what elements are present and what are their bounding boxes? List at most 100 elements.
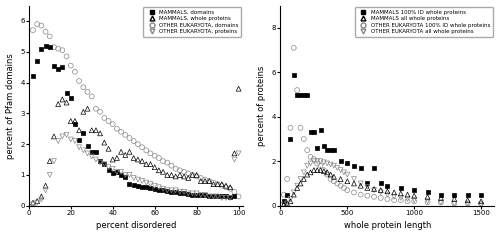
Point — [293, 186, 301, 190]
Point — [370, 187, 378, 191]
Point — [226, 185, 234, 189]
Point — [464, 198, 471, 202]
Point — [172, 175, 179, 178]
Point — [113, 170, 121, 174]
Point — [108, 172, 116, 175]
Point — [397, 196, 405, 200]
Point — [424, 190, 432, 194]
Point — [164, 189, 172, 193]
Point — [477, 199, 485, 203]
Point — [75, 145, 83, 149]
Legend: MAMMALS, domains, MAMMALS, whole proteins, OTHER EUKARYOTA, domains, OTHER EUKAR: MAMMALS, domains, MAMMALS, whole protein… — [144, 7, 241, 37]
Point — [296, 126, 304, 130]
Point — [176, 190, 184, 194]
Point — [218, 196, 226, 200]
Point — [50, 64, 58, 67]
Point — [155, 185, 163, 189]
Point — [296, 93, 304, 97]
Point — [54, 47, 62, 51]
Point — [214, 182, 222, 186]
Point — [450, 202, 458, 205]
Point — [122, 153, 130, 157]
Point — [306, 155, 314, 159]
Point — [42, 184, 50, 188]
Point — [62, 55, 70, 58]
Point — [370, 195, 378, 199]
Point — [316, 159, 324, 163]
Point — [296, 177, 304, 181]
Point — [303, 173, 311, 177]
Point — [33, 22, 41, 26]
Point — [384, 184, 392, 188]
Point — [130, 139, 138, 143]
Point — [113, 170, 121, 174]
Point — [450, 193, 458, 197]
Point — [104, 147, 112, 151]
Point — [33, 59, 41, 63]
Point — [201, 193, 209, 197]
Point — [159, 187, 167, 191]
Point — [168, 190, 175, 194]
Point — [316, 128, 324, 132]
Point — [303, 93, 311, 97]
Point — [92, 158, 100, 161]
Point — [218, 195, 226, 198]
Point — [117, 170, 125, 174]
Point — [286, 199, 294, 203]
Y-axis label: percent of proteins: percent of proteins — [257, 65, 266, 146]
X-axis label: percent disordered: percent disordered — [96, 221, 176, 230]
Point — [290, 190, 298, 194]
Point — [38, 47, 46, 51]
Point — [88, 128, 96, 132]
Point — [54, 139, 62, 143]
Point — [172, 188, 179, 192]
Point — [356, 193, 364, 197]
Point — [96, 161, 104, 164]
Point — [88, 155, 96, 158]
Point — [326, 163, 334, 166]
Point — [184, 192, 192, 195]
Point — [46, 159, 54, 163]
Point — [300, 93, 308, 97]
Point — [62, 91, 70, 95]
Point — [192, 192, 200, 195]
Point — [222, 184, 230, 188]
Point — [168, 173, 175, 177]
Point — [146, 162, 154, 166]
Point — [306, 162, 314, 165]
Point — [164, 188, 172, 192]
Point — [280, 193, 288, 197]
Point — [210, 182, 218, 186]
Point — [29, 201, 37, 205]
Point — [108, 158, 116, 161]
Point — [150, 154, 158, 158]
Point — [404, 197, 411, 201]
Point — [234, 195, 242, 198]
Point — [296, 181, 304, 185]
Point — [197, 193, 205, 197]
Point — [313, 168, 321, 172]
Point — [310, 157, 318, 161]
Point — [286, 126, 294, 130]
Point — [350, 190, 358, 194]
Point — [84, 144, 92, 148]
Point — [126, 182, 134, 185]
Point — [46, 34, 54, 38]
Point — [210, 195, 218, 198]
Point — [283, 177, 291, 181]
Point — [184, 176, 192, 180]
Point — [80, 85, 88, 89]
Point — [226, 187, 234, 191]
Point — [437, 201, 445, 204]
Point — [84, 107, 92, 111]
Point — [180, 190, 188, 194]
Point — [134, 178, 142, 181]
Point — [300, 177, 308, 181]
Point — [437, 193, 445, 197]
Point — [205, 194, 213, 198]
Point — [96, 110, 104, 114]
Point — [176, 173, 184, 177]
Point — [71, 119, 79, 123]
Point — [201, 193, 209, 197]
Point — [75, 138, 83, 141]
